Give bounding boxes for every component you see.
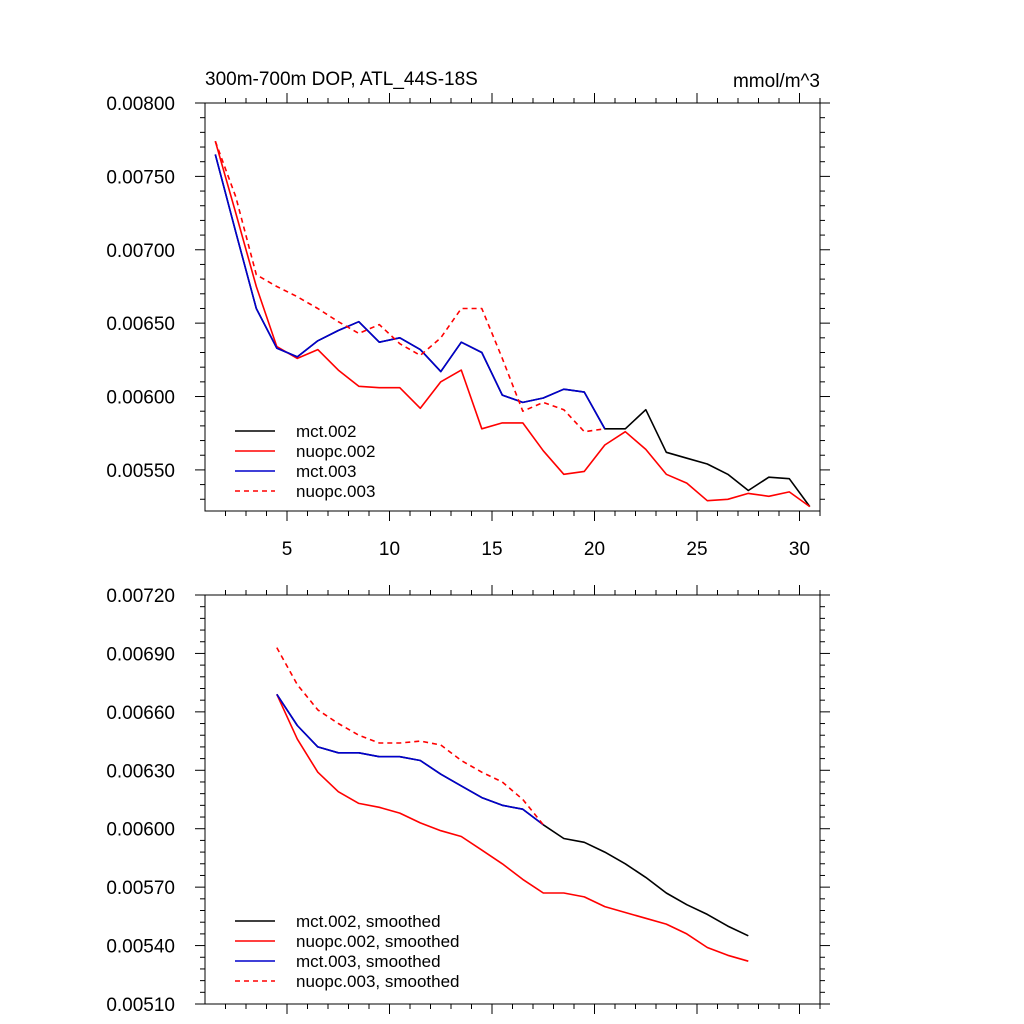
top-series: [214, 140, 811, 508]
x-tick-label: 25: [686, 539, 707, 560]
bottom-panel: 0.00510 0.00540 0.00570 0.00600 0.00630 0.006…: [106, 585, 830, 1016]
legend-label-mct-002: mct.002: [296, 422, 356, 441]
top-gridticks: [195, 93, 830, 521]
legend-label-nuopc-002-smoothed: nuopc.002, smoothed: [296, 932, 460, 951]
bottom-gridticks: [195, 585, 830, 1014]
top-plot-frame: [204, 102, 821, 512]
x-tick-label: 10: [379, 539, 400, 560]
top-panel-title: 300m-700m DOP, ATL_44S-18S: [205, 69, 478, 90]
series-line-nuopc-002-smoothed: [276, 693, 749, 962]
y-tick-label: 0.00660: [106, 703, 175, 724]
legend-label-nuopc-002: nuopc.002: [296, 442, 375, 461]
bottom-plot-frame: [204, 594, 821, 1005]
top-x-tick-labels: 5 10 15 20 25 30: [282, 539, 810, 560]
bottom-legend: mct.002, smoothed nuopc.002, smoothed mc…: [235, 912, 460, 991]
y-tick-label: 0.00650: [106, 314, 175, 335]
top-y-tick-labels: 0.00550 0.00600 0.00650 0.00700 0.00750 0.008…: [106, 94, 175, 482]
series-line-mct-003-smoothed: [276, 693, 544, 826]
legend-label-mct-002-smoothed: mct.002, smoothed: [296, 912, 441, 931]
top-panel: 300m-700m DOP, ATL_44S-18S mmol/m^3 0.00…: [106, 69, 830, 560]
y-tick-label: 0.00630: [106, 761, 175, 782]
x-tick-label: 30: [789, 539, 810, 560]
y-tick-label: 0.00510: [106, 995, 175, 1016]
top-panel-units: mmol/m^3: [733, 71, 820, 92]
legend-label-nuopc-003: nuopc.003: [296, 482, 375, 501]
y-tick-label: 0.00600: [106, 820, 175, 841]
y-tick-label: 0.00690: [106, 644, 175, 665]
y-tick-label: 0.00750: [106, 167, 175, 188]
y-tick-label: 0.00540: [106, 937, 175, 958]
bottom-y-tick-labels: 0.00510 0.00540 0.00570 0.00600 0.00630 0.006…: [106, 586, 175, 1016]
y-tick-label: 0.00800: [106, 94, 175, 115]
x-tick-label: 20: [584, 539, 605, 560]
top-legend: mct.002 nuopc.002 mct.003 nuopc.003: [235, 422, 375, 501]
y-tick-label: 0.00570: [106, 878, 175, 899]
series-line-mct-003: [214, 154, 606, 430]
series-line-nuopc-002: [214, 140, 811, 508]
series-line-mct-002-smoothed: [276, 693, 749, 937]
bottom-series: [276, 647, 749, 962]
series-line-nuopc-003-smoothed: [276, 647, 544, 826]
x-tick-label: 5: [282, 539, 293, 560]
y-tick-label: 0.00600: [106, 388, 175, 409]
x-tick-label: 15: [481, 539, 502, 560]
legend-label-mct-003: mct.003: [296, 462, 356, 481]
series-line-nuopc-003: [214, 140, 605, 433]
legend-label-mct-003-smoothed: mct.003, smoothed: [296, 952, 441, 971]
legend-label-nuopc-003-smoothed: nuopc.003, smoothed: [296, 972, 460, 991]
y-tick-label: 0.00720: [106, 586, 175, 607]
y-tick-label: 0.00550: [106, 461, 175, 482]
y-tick-label: 0.00700: [106, 241, 175, 262]
